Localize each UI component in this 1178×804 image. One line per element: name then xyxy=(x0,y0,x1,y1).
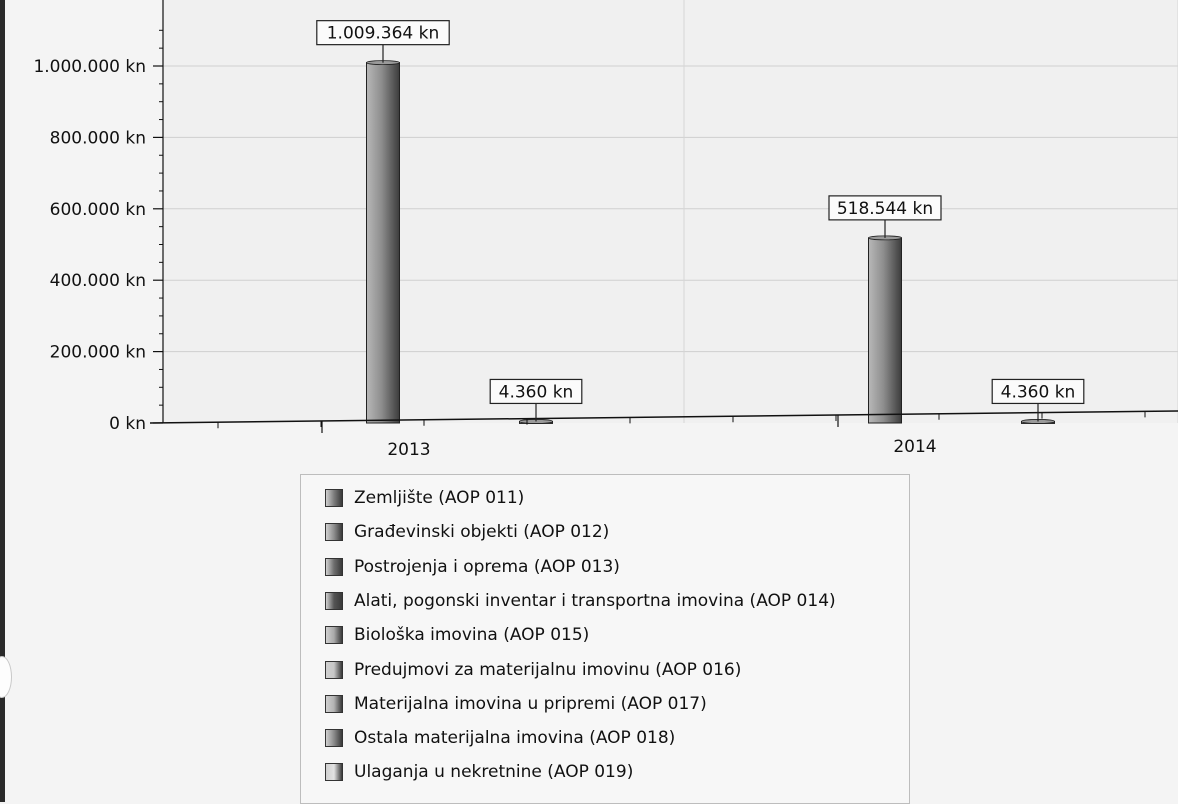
bar[interactable] xyxy=(868,237,902,424)
y-tick-label: 1.000.000 kn xyxy=(33,57,146,77)
legend-item[interactable]: Građevinski objekti (AOP 012) xyxy=(325,517,609,547)
legend-item[interactable]: Alati, pogonski inventar i transportna i… xyxy=(325,586,836,616)
legend-swatch xyxy=(325,694,343,713)
y-tick-label: 800.000 kn xyxy=(50,128,146,148)
chart-legend: Zemljište (AOP 011) Građevinski objekti (… xyxy=(300,474,910,804)
y-tick-label: 0 kn xyxy=(109,414,146,434)
legend-item[interactable]: Postrojenja i oprema (AOP 013) xyxy=(325,552,620,582)
data-label: 4.360 kn xyxy=(991,378,1085,422)
data-labels: 1.009.364 kn 4.360 kn 518.544 kn 4.360 kn xyxy=(316,20,1085,422)
legend-label: Ulaganja u nekretnine (AOP 019) xyxy=(354,762,634,783)
legend-label: Predujmovi za materijalnu imovinu (AOP 0… xyxy=(354,659,742,680)
data-label-text: 518.544 kn xyxy=(837,199,933,219)
data-label-box xyxy=(991,378,1085,405)
data-label-text: 4.360 kn xyxy=(1001,382,1076,402)
legend-item[interactable]: Predujmovi za materijalnu imovinu (AOP 0… xyxy=(325,655,741,685)
data-label-text: 4.360 kn xyxy=(499,382,574,402)
legend-swatch xyxy=(325,763,343,782)
data-label-box xyxy=(828,195,942,221)
plot-area xyxy=(163,0,1178,423)
legend-swatch xyxy=(325,729,343,748)
legend-item[interactable]: Ostala materijalna imovina (AOP 018) xyxy=(325,723,675,753)
legend-label: Zemljište (AOP 011) xyxy=(354,488,525,508)
legend-label: Alati, pogonski inventar i transportna i… xyxy=(354,590,836,611)
data-label: 518.544 kn xyxy=(828,195,942,238)
bars xyxy=(366,60,1055,424)
legend-label: Materijalna imovina u pripremi (AOP 017) xyxy=(354,693,707,714)
data-label-box xyxy=(316,20,450,46)
x-axis-line xyxy=(149,410,1178,424)
axes: 0 kn 200.000 kn 400.000 kn 600.000 kn 800.00… xyxy=(33,0,1178,460)
x-category-label: 2013 xyxy=(387,440,430,460)
legend-label: Postrojenja i oprema (AOP 013) xyxy=(354,556,620,577)
data-label: 4.360 kn xyxy=(489,378,583,422)
legend-item[interactable]: Materijalna imovina u pripremi (AOP 017) xyxy=(325,689,707,719)
legend-item[interactable]: Biološka imovina (AOP 015) xyxy=(325,620,589,650)
legend-swatch xyxy=(325,489,343,507)
y-tick-label: 600.000 kn xyxy=(50,200,146,220)
legend-swatch xyxy=(325,626,343,645)
legend-label: Građevinski objekti (AOP 012) xyxy=(354,522,610,543)
legend-swatch xyxy=(325,557,343,576)
legend-item[interactable]: Zemljište (AOP 011) xyxy=(325,483,524,513)
bar[interactable] xyxy=(366,62,400,424)
data-label: 1.009.364 kn xyxy=(316,20,450,63)
y-tick-label: 400.000 kn xyxy=(50,271,146,291)
legend-swatch xyxy=(325,591,343,610)
legend-item[interactable]: Ulaganja u nekretnine (AOP 019) xyxy=(325,757,633,787)
legend-label: Ostala materijalna imovina (AOP 018) xyxy=(354,728,676,749)
x-category-label: 2014 xyxy=(893,437,936,457)
data-label-text: 1.009.364 kn xyxy=(327,24,440,44)
legend-swatch xyxy=(325,660,343,679)
y-tick-label: 200.000 kn xyxy=(50,343,146,363)
legend-swatch xyxy=(325,523,343,542)
legend-label: Biološka imovina (AOP 015) xyxy=(354,625,590,646)
data-label-box xyxy=(489,378,583,405)
left-page-edge xyxy=(0,0,5,802)
